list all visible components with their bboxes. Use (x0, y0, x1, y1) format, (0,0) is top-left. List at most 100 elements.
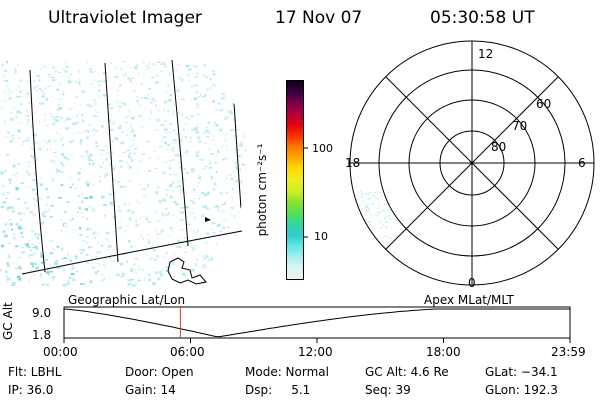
speckle (185, 274, 189, 277)
speckle (159, 230, 163, 233)
speckle (18, 277, 21, 281)
y-tick-1-8: 1.8 (32, 328, 52, 342)
speckle (79, 228, 81, 230)
speckle (169, 159, 173, 162)
speckle (15, 115, 17, 119)
speckle (7, 92, 12, 95)
speckle (147, 239, 152, 242)
speckle (16, 222, 19, 224)
speckle (159, 233, 163, 235)
speckle (50, 205, 54, 207)
y-tick-9: 9.0 (32, 306, 52, 320)
speckle (49, 252, 54, 255)
speckle (186, 172, 189, 175)
speckle (50, 76, 55, 79)
speckle (13, 281, 16, 285)
gain-info: Gain: 14 (125, 383, 176, 397)
speckle (6, 275, 8, 278)
speckle (104, 214, 106, 217)
speckle (41, 140, 46, 142)
speckle (181, 178, 185, 180)
speckle (51, 66, 55, 68)
speckle (43, 87, 47, 90)
speckle (138, 183, 141, 185)
speckle (11, 210, 15, 213)
speckle (151, 97, 155, 100)
speckle (207, 121, 210, 124)
speckle (364, 206, 367, 208)
speckle (49, 239, 54, 242)
speckle (367, 211, 370, 213)
speckle (230, 196, 234, 199)
speckle (78, 70, 80, 73)
speckle (62, 164, 65, 167)
speckle (154, 211, 157, 213)
speckle (15, 187, 19, 191)
speckle (32, 188, 35, 192)
speckle (173, 201, 176, 203)
speckle (228, 110, 232, 113)
gc-alt-info: GC Alt: 4.6 Re (365, 365, 449, 379)
speckle (14, 70, 17, 74)
speckle (143, 237, 144, 241)
speckle (147, 220, 151, 223)
speckle (65, 126, 70, 130)
speckle (196, 136, 201, 140)
speckle (198, 173, 201, 176)
speckle (27, 173, 31, 176)
speckle (179, 167, 183, 170)
speckle (88, 206, 93, 209)
speckle (204, 98, 207, 101)
speckle (198, 140, 201, 143)
speckle (99, 175, 102, 177)
speckle (100, 279, 104, 282)
speckle (59, 98, 63, 100)
speckle (80, 212, 84, 215)
speckle (58, 197, 62, 199)
speckle (198, 151, 200, 154)
speckle (172, 139, 177, 142)
speckle (198, 197, 201, 200)
speckle (12, 137, 14, 140)
speckle (57, 72, 61, 73)
speckle (122, 272, 125, 276)
speckle (6, 192, 10, 194)
speckle (167, 110, 170, 112)
speckle (224, 202, 226, 206)
speckle (99, 250, 102, 253)
speckle (8, 255, 11, 258)
speckle (205, 242, 209, 244)
glat-info: GLat: −34.1 (485, 365, 558, 379)
speckle (8, 254, 10, 257)
speckle (159, 145, 163, 148)
speckle (19, 218, 22, 222)
speckle (383, 246, 386, 248)
speckle (125, 72, 127, 76)
speckle (39, 183, 44, 186)
speckle (184, 237, 187, 239)
speckle (53, 275, 56, 278)
speckle (6, 207, 10, 211)
speckle (174, 68, 178, 72)
speckle (137, 72, 140, 76)
speckle (58, 107, 62, 110)
speckle (148, 241, 151, 244)
speckle (197, 72, 199, 75)
speckle (37, 79, 41, 82)
speckle (179, 137, 183, 140)
speckle (4, 120, 7, 123)
speckle (52, 152, 57, 154)
speckle (124, 115, 129, 118)
speckle (89, 154, 93, 157)
speckle (39, 273, 42, 276)
speckle (212, 124, 215, 126)
speckle (84, 197, 89, 199)
speckle (362, 203, 365, 205)
speckle (194, 76, 198, 78)
speckle (180, 258, 182, 260)
speckle (221, 209, 225, 213)
speckle (94, 70, 97, 72)
speckle (55, 115, 57, 119)
speckle (380, 221, 383, 223)
speckle (225, 133, 228, 136)
